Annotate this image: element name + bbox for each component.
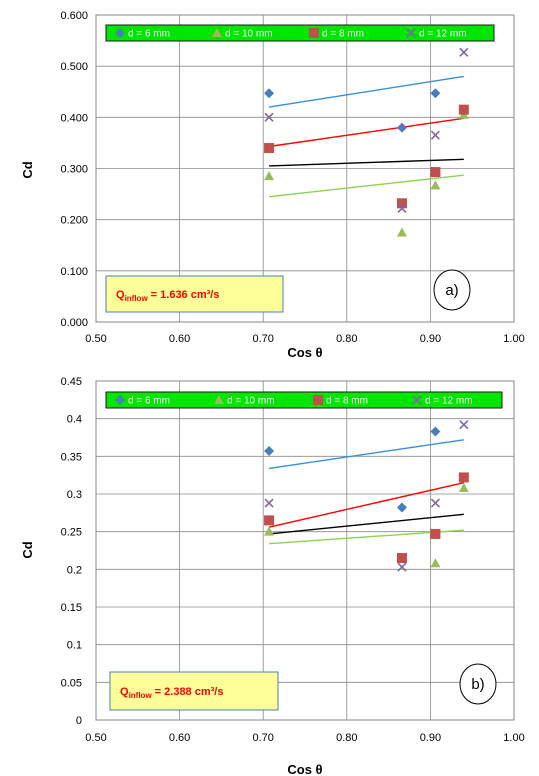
- legend-marker: [115, 395, 125, 405]
- legend-marker: [406, 28, 416, 38]
- panel-tag-circle: [459, 663, 497, 705]
- data-point: [264, 112, 274, 122]
- x-tick-label: 0.70: [252, 732, 273, 744]
- data-point: [458, 482, 469, 492]
- data-point: [396, 502, 407, 513]
- data-point: [264, 88, 275, 99]
- data-point: [459, 47, 469, 57]
- data-point: [430, 426, 441, 437]
- y-tick-label: 0.1: [67, 640, 82, 652]
- data-point: [430, 558, 441, 568]
- y-tick-label: 0: [76, 715, 82, 727]
- legend-label: d = 8 mm: [322, 29, 364, 40]
- panel-tag-label: a): [445, 282, 458, 299]
- y-tick-label: 0.3: [67, 489, 82, 501]
- x-tick-label: 0.80: [336, 732, 357, 744]
- legend-marker: [309, 28, 319, 38]
- annotation-text: Qinflow = 1.636 cm³/s: [116, 289, 219, 303]
- data-point: [264, 446, 275, 457]
- annotation-text: Qinflow = 2.388 cm³/s: [120, 686, 223, 700]
- y-tick-label: 0.300: [60, 164, 88, 176]
- data-point: [396, 198, 407, 209]
- data-point: [264, 171, 275, 181]
- data-point: [430, 498, 440, 508]
- data-point: [396, 227, 407, 237]
- y-axis-label: Cd: [20, 161, 35, 178]
- legend-label: d = 6 mm: [128, 396, 170, 407]
- x-tick-label: 0.60: [169, 333, 190, 345]
- legend-box: [105, 391, 503, 409]
- y-tick-label: 0.05: [61, 677, 82, 689]
- data-point: [264, 498, 274, 508]
- plot-area: [95, 380, 515, 721]
- y-tick-label: 0.45: [61, 376, 82, 388]
- trendline: [268, 75, 464, 108]
- legend-marker: [212, 28, 222, 37]
- legend-label: d = 8 mm: [326, 396, 368, 407]
- y-tick-label: 0.600: [60, 10, 88, 22]
- x-axis-label: Cos θ: [287, 762, 322, 776]
- x-tick-label: 0.60: [169, 732, 190, 744]
- legend-label: d = 6 mm: [128, 29, 170, 40]
- legend-label: d = 10 mm: [227, 396, 275, 407]
- trendline: [268, 117, 464, 148]
- trendline: [268, 482, 464, 528]
- data-point: [430, 88, 441, 99]
- x-tick-label: 0.90: [420, 333, 441, 345]
- x-tick-label: 0.70: [252, 333, 273, 345]
- chart-panel-b: 0 0.05 0.1 0.15 0.2 0.25 0.3 0.35 0.4 0.45 0.50 0.6…: [20, 376, 525, 776]
- chart-panel-a: 0.000 0.100 0.200 0.300 0.400 0.500 0.600 0.50 0…: [20, 10, 525, 360]
- data-point: [430, 528, 441, 539]
- legend-label: d = 12 mm: [425, 396, 473, 407]
- legend-label: d = 10 mm: [225, 29, 273, 40]
- data-point: [397, 562, 407, 572]
- trendline: [268, 513, 464, 535]
- x-tick-label: 0.50: [85, 732, 106, 744]
- y-tick-label: 0.500: [60, 61, 88, 73]
- x-axis-label: Cos θ: [287, 345, 322, 360]
- x-tick-label: 1.00: [503, 732, 524, 744]
- panel-tag-label: b): [471, 676, 484, 693]
- annotation-box: [105, 275, 284, 313]
- data-point: [264, 143, 275, 154]
- y-tick-label: 0.100: [60, 266, 88, 278]
- y-axis-label: Cd: [20, 541, 35, 558]
- legend-box: [105, 24, 495, 42]
- panel-tag-circle: [433, 269, 471, 311]
- data-point: [396, 122, 407, 133]
- y-tick-label: 0.35: [61, 451, 82, 463]
- y-tick-label: 0.200: [60, 215, 88, 227]
- trendline: [268, 174, 464, 198]
- y-tick-label: 0.000: [60, 317, 88, 329]
- legend-marker: [313, 395, 323, 405]
- data-point: [459, 420, 469, 430]
- x-tick-label: 0.90: [420, 732, 441, 744]
- y-tick-label: 0.4: [67, 414, 82, 426]
- trendline: [268, 439, 464, 470]
- y-tick-label: 0.2: [67, 564, 82, 576]
- annotation-box: [109, 671, 279, 711]
- data-point: [430, 180, 441, 190]
- y-tick-label: 0.15: [61, 602, 82, 614]
- data-point: [264, 526, 275, 536]
- data-point: [264, 515, 275, 526]
- x-tick-label: 0.80: [336, 333, 357, 345]
- y-tick-label: 0.25: [61, 527, 82, 539]
- x-tick-label: 0.50: [85, 333, 106, 345]
- data-point: [458, 104, 469, 115]
- y-tick-label: 0.400: [60, 112, 88, 124]
- legend-label: d = 12 mm: [419, 29, 467, 40]
- data-point: [430, 167, 441, 178]
- data-point: [458, 472, 469, 483]
- data-point: [430, 130, 440, 140]
- legend-marker: [214, 395, 224, 404]
- trendline: [269, 158, 464, 167]
- legend-marker: [115, 28, 125, 38]
- x-tick-label: 1.00: [503, 333, 524, 345]
- legend-marker: [412, 395, 422, 405]
- data-point: [397, 203, 407, 213]
- data-point: [396, 553, 407, 564]
